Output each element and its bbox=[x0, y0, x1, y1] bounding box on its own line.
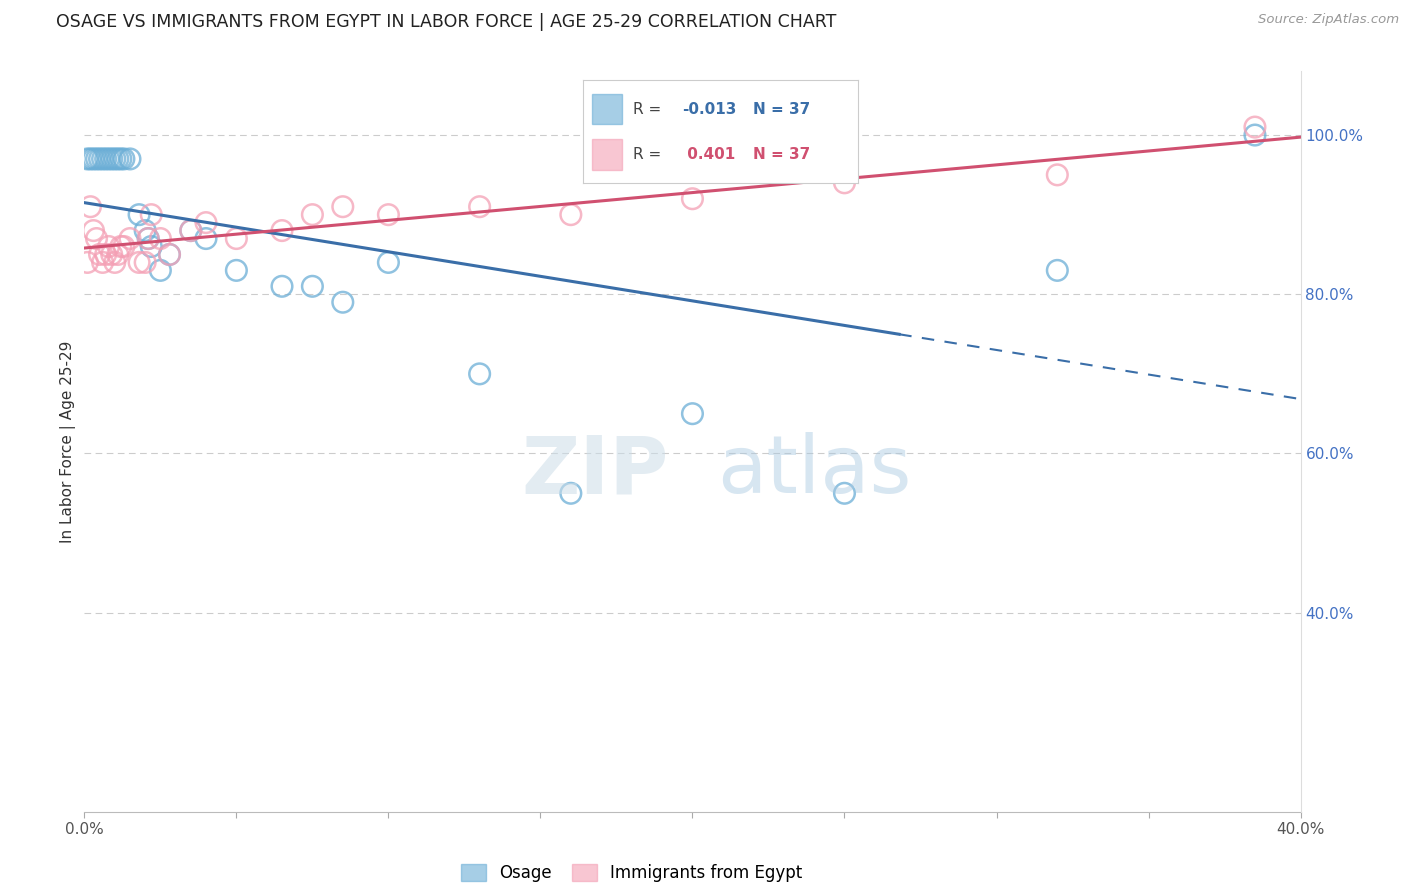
Point bbox=[195, 216, 218, 230]
Y-axis label: In Labor Force | Age 25-29: In Labor Force | Age 25-29 bbox=[60, 341, 76, 542]
Point bbox=[76, 255, 98, 269]
Point bbox=[89, 247, 111, 261]
Point bbox=[89, 152, 111, 166]
Point bbox=[112, 239, 135, 253]
Point bbox=[271, 279, 294, 293]
Point bbox=[94, 152, 117, 166]
Point bbox=[128, 208, 150, 222]
Point bbox=[97, 239, 120, 253]
Point bbox=[86, 152, 108, 166]
Text: N = 37: N = 37 bbox=[754, 102, 811, 117]
Point bbox=[134, 223, 156, 237]
Point bbox=[91, 255, 114, 269]
Text: 0.401: 0.401 bbox=[682, 146, 735, 161]
Point bbox=[225, 231, 247, 245]
Point bbox=[110, 239, 132, 253]
Point bbox=[560, 208, 582, 222]
Point bbox=[86, 231, 108, 245]
Point bbox=[682, 192, 704, 206]
Point bbox=[79, 152, 101, 166]
Text: OSAGE VS IMMIGRANTS FROM EGYPT IN LABOR FORCE | AGE 25-29 CORRELATION CHART: OSAGE VS IMMIGRANTS FROM EGYPT IN LABOR … bbox=[56, 13, 837, 31]
Point bbox=[332, 200, 354, 214]
Point bbox=[136, 231, 159, 245]
Point bbox=[1244, 128, 1267, 142]
Point bbox=[377, 255, 399, 269]
Point bbox=[149, 231, 172, 245]
Text: ZIP: ZIP bbox=[520, 432, 668, 510]
Point bbox=[225, 263, 247, 277]
Point bbox=[76, 152, 98, 166]
Point bbox=[141, 239, 163, 253]
Point bbox=[195, 231, 218, 245]
Point bbox=[118, 231, 141, 245]
Point bbox=[1046, 168, 1069, 182]
Point bbox=[82, 152, 104, 166]
Point bbox=[180, 223, 202, 237]
Text: N = 37: N = 37 bbox=[754, 146, 811, 161]
Point bbox=[1244, 120, 1267, 134]
Text: -0.013: -0.013 bbox=[682, 102, 737, 117]
Point bbox=[149, 263, 172, 277]
Point bbox=[107, 247, 129, 261]
Point bbox=[301, 279, 323, 293]
Text: Source: ZipAtlas.com: Source: ZipAtlas.com bbox=[1258, 13, 1399, 27]
Point bbox=[94, 247, 117, 261]
Text: atlas: atlas bbox=[717, 432, 911, 510]
Point bbox=[118, 152, 141, 166]
Point bbox=[82, 223, 104, 237]
Point bbox=[104, 255, 127, 269]
Point bbox=[100, 152, 122, 166]
Point bbox=[110, 152, 132, 166]
Point bbox=[1046, 263, 1069, 277]
Point bbox=[159, 247, 181, 261]
Point bbox=[180, 223, 202, 237]
Legend: Osage, Immigrants from Egypt: Osage, Immigrants from Egypt bbox=[454, 857, 808, 888]
Point bbox=[104, 152, 127, 166]
Point bbox=[141, 208, 163, 222]
Point bbox=[834, 486, 856, 500]
Point bbox=[271, 223, 294, 237]
Point bbox=[79, 200, 101, 214]
Text: R =: R = bbox=[633, 102, 661, 117]
Point bbox=[332, 295, 354, 310]
Point bbox=[128, 255, 150, 269]
Bar bbox=[592, 139, 621, 169]
Point bbox=[134, 255, 156, 269]
Text: R =: R = bbox=[633, 146, 661, 161]
Bar bbox=[592, 94, 621, 124]
Point bbox=[468, 367, 491, 381]
Point bbox=[112, 152, 135, 166]
Point bbox=[301, 208, 323, 222]
Point bbox=[97, 152, 120, 166]
Point bbox=[468, 200, 491, 214]
Point bbox=[91, 152, 114, 166]
Point bbox=[159, 247, 181, 261]
Point bbox=[377, 208, 399, 222]
Point bbox=[100, 247, 122, 261]
Point bbox=[560, 486, 582, 500]
Point bbox=[834, 176, 856, 190]
Point bbox=[682, 407, 704, 421]
Point bbox=[136, 231, 159, 245]
Point bbox=[107, 152, 129, 166]
